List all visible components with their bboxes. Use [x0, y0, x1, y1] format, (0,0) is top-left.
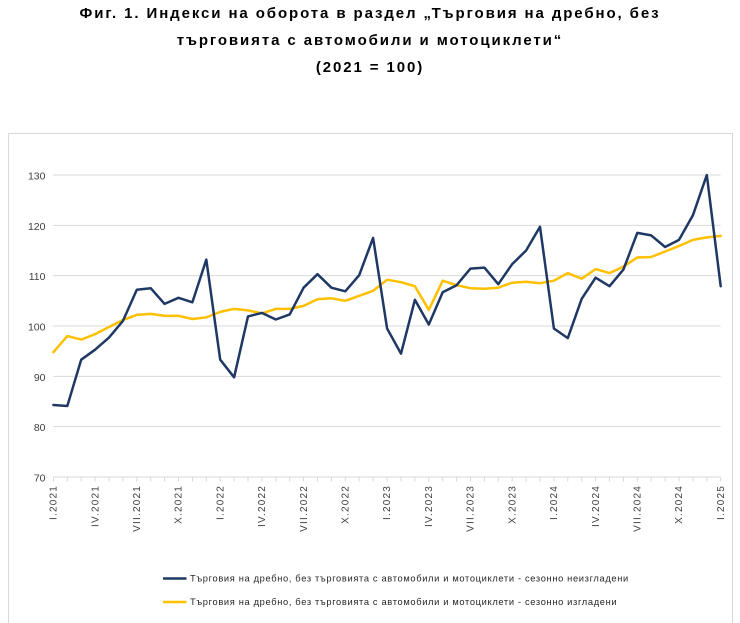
- svg-text:110: 110: [29, 271, 46, 283]
- svg-text:IV.2021: IV.2021: [90, 485, 101, 527]
- svg-text:I.2024: I.2024: [549, 485, 560, 520]
- svg-text:90: 90: [34, 372, 46, 384]
- svg-text:VII.2023: VII.2023: [466, 485, 477, 532]
- svg-text:120: 120: [28, 221, 46, 233]
- svg-text:Търговия на дребно, без търгов: Търговия на дребно, без търговията с авт…: [190, 597, 617, 607]
- svg-text:X.2024: X.2024: [674, 485, 685, 524]
- svg-text:70: 70: [34, 473, 46, 485]
- svg-text:I.2022: I.2022: [215, 485, 226, 520]
- svg-text:Търговия на дребно, без търгов: Търговия на дребно, без търговията с авт…: [190, 574, 629, 584]
- svg-text:IV.2023: IV.2023: [424, 485, 435, 527]
- svg-text:VII.2024: VII.2024: [633, 485, 644, 532]
- svg-text:I.2021: I.2021: [49, 485, 60, 520]
- svg-text:IV.2024: IV.2024: [591, 485, 602, 527]
- svg-text:100: 100: [28, 322, 46, 334]
- svg-text:130: 130: [28, 171, 46, 183]
- svg-text:X.2023: X.2023: [507, 485, 518, 524]
- svg-text:IV.2022: IV.2022: [257, 485, 268, 527]
- svg-text:I.2025: I.2025: [716, 485, 727, 520]
- svg-text:I.2023: I.2023: [382, 485, 393, 520]
- svg-text:VII.2021: VII.2021: [132, 485, 143, 532]
- svg-text:X.2022: X.2022: [341, 485, 352, 524]
- svg-text:VII.2022: VII.2022: [299, 485, 310, 532]
- svg-text:80: 80: [34, 422, 46, 434]
- svg-text:X.2021: X.2021: [174, 485, 185, 524]
